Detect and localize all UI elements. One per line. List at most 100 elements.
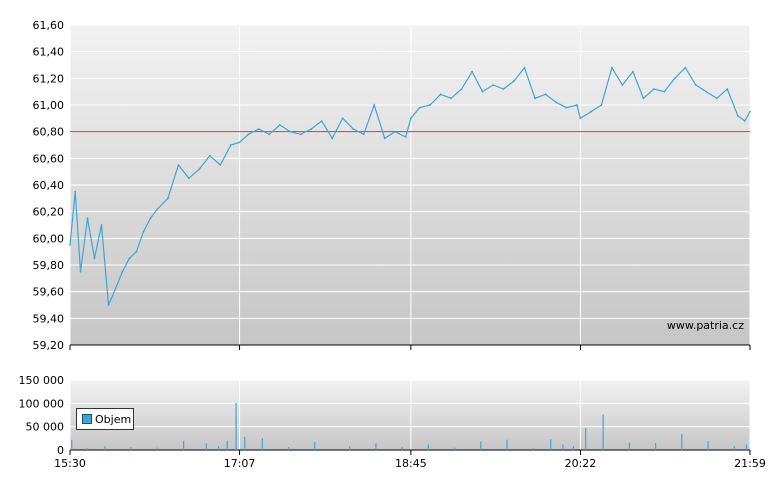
volume-legend: Objem <box>76 408 134 430</box>
volume-bar <box>401 446 403 450</box>
price-point <box>694 84 697 86</box>
volume-bar <box>71 439 73 450</box>
x-tick-label: 20:22 <box>565 457 597 470</box>
volume-bar <box>244 436 246 450</box>
volume-bar <box>655 443 657 450</box>
price-point <box>749 110 751 113</box>
price-point <box>278 124 281 126</box>
price-point <box>289 130 292 133</box>
price-point <box>460 88 463 90</box>
price-y-tick-label: 60,00 <box>33 232 65 245</box>
price-point <box>715 97 718 100</box>
price-point <box>352 128 355 130</box>
volume-bar <box>235 402 237 450</box>
volume-y-tick-label: 0 <box>57 444 64 457</box>
price-y-tick-label: 60,20 <box>33 206 65 219</box>
volume-bar <box>550 439 552 450</box>
price-point <box>439 93 442 96</box>
price-point <box>362 133 365 136</box>
price-point <box>383 137 386 140</box>
volume-bar <box>585 428 587 450</box>
volume-y-tick-label: 50 000 <box>26 421 65 434</box>
price-point <box>219 164 222 166</box>
x-tick-label: 17:07 <box>224 457 256 470</box>
price-point <box>544 93 547 96</box>
volume-bar <box>130 447 132 450</box>
price-y-tick-label: 61,20 <box>33 72 65 85</box>
price-point <box>128 257 131 260</box>
volume-bar <box>349 446 351 450</box>
price-point <box>652 88 655 90</box>
price-point <box>229 144 232 146</box>
price-y-tick-label: 60,60 <box>33 152 65 165</box>
price-point <box>565 106 568 109</box>
price-point <box>611 66 613 69</box>
x-tick-label: 18:45 <box>395 457 427 470</box>
watermark: www.patria.cz <box>667 319 744 332</box>
price-point <box>743 120 746 122</box>
price-y-tick-label: 61,40 <box>33 46 65 59</box>
price-point <box>247 133 250 136</box>
price-point <box>534 97 536 100</box>
price-point <box>404 136 407 138</box>
price-point <box>257 128 260 130</box>
price-point <box>409 117 412 120</box>
price-point <box>177 164 180 166</box>
price-point <box>310 128 313 130</box>
price-point <box>579 117 582 120</box>
price-point <box>208 154 211 157</box>
price-point <box>341 117 344 120</box>
price-point <box>502 88 505 90</box>
volume-bar <box>427 444 429 450</box>
price-point <box>429 104 432 106</box>
volume-y-tick-label: 150 000 <box>19 374 65 387</box>
price-point <box>198 168 201 170</box>
volume-bar <box>562 444 564 450</box>
price-point <box>74 190 77 193</box>
price-y-tick-label: 59,80 <box>33 259 65 272</box>
price-point <box>79 270 82 273</box>
volume-bar <box>602 414 604 450</box>
volume-bar <box>707 441 709 450</box>
price-point <box>187 177 190 180</box>
price-point <box>450 97 452 100</box>
price-point <box>299 133 302 136</box>
price-point <box>555 101 557 104</box>
volume-panel: 0 50 000 100 000 150 000 15:30 17:07 18:45 20:2… <box>19 374 766 470</box>
price-point <box>736 114 739 117</box>
price-y-tick-label: 59,40 <box>33 312 65 325</box>
volume-bar <box>205 443 207 450</box>
volume-bar <box>104 446 106 450</box>
price-point <box>142 230 145 233</box>
price-point <box>492 84 494 86</box>
volume-bar <box>506 439 508 450</box>
volume-bar <box>86 448 89 450</box>
price-point <box>107 304 110 306</box>
volume-bar <box>226 440 228 450</box>
price-point <box>576 104 578 106</box>
price-y-tick-label: 59,20 <box>33 339 65 352</box>
price-y-tick-label: 59,60 <box>33 286 65 299</box>
price-panel: 59,20 59,40 59,60 59,80 60,00 60,20 60,40 60,60… <box>33 19 751 352</box>
volume-bar <box>480 441 482 450</box>
x-tick-label: 21:59 <box>734 457 766 470</box>
price-point <box>86 217 89 220</box>
price-point <box>590 110 592 113</box>
volume-bar <box>287 447 290 450</box>
volume-bar <box>681 434 683 450</box>
price-point <box>93 257 96 260</box>
price-point <box>471 70 473 73</box>
volume-bar <box>628 442 630 450</box>
price-y-tick-label: 60,40 <box>33 179 65 192</box>
price-point <box>600 104 603 106</box>
price-point <box>673 77 676 80</box>
legend-swatch-objem <box>82 414 92 424</box>
price-point <box>631 70 634 73</box>
price-point <box>320 120 323 122</box>
volume-bar <box>261 438 263 450</box>
price-point <box>705 90 708 93</box>
volume-bar <box>745 444 748 450</box>
price-point <box>621 84 624 86</box>
price-point <box>523 66 526 69</box>
price-point <box>684 66 687 69</box>
